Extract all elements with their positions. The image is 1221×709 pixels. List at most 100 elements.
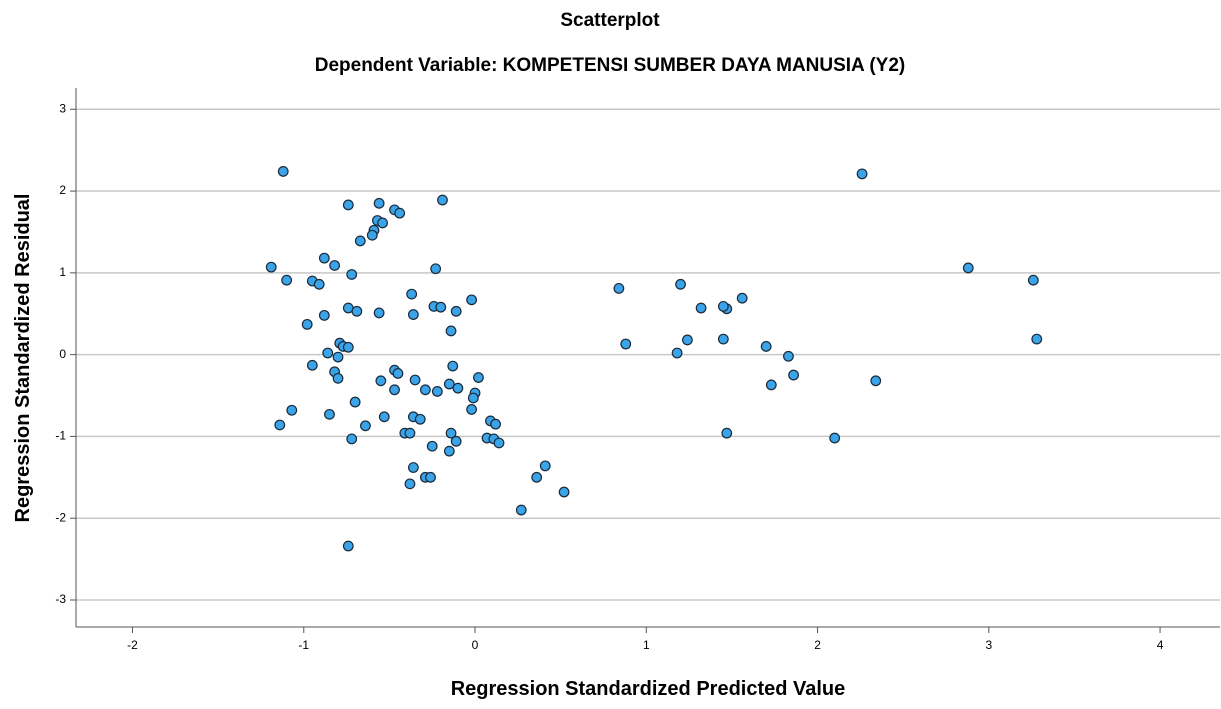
y-tick-label: 2 bbox=[59, 183, 66, 197]
x-tick-label: -1 bbox=[298, 638, 309, 652]
point bbox=[324, 408, 335, 420]
point bbox=[447, 360, 459, 372]
point bbox=[437, 194, 448, 206]
point bbox=[346, 269, 358, 280]
point bbox=[452, 382, 464, 394]
point bbox=[1031, 333, 1043, 345]
x-tick-label: 3 bbox=[985, 638, 992, 652]
point bbox=[721, 427, 733, 439]
point bbox=[962, 262, 974, 274]
point bbox=[558, 486, 570, 498]
point bbox=[736, 292, 748, 304]
point bbox=[377, 217, 388, 229]
y-tick-label: 3 bbox=[59, 101, 66, 115]
point bbox=[378, 411, 390, 423]
point bbox=[870, 375, 882, 387]
point bbox=[342, 540, 354, 552]
point bbox=[329, 260, 340, 271]
point bbox=[366, 229, 378, 241]
point bbox=[856, 168, 868, 180]
point bbox=[425, 471, 436, 483]
x-tick-label: 2 bbox=[814, 638, 821, 652]
point bbox=[675, 278, 686, 290]
point bbox=[443, 378, 455, 390]
x-tick-label: 1 bbox=[643, 638, 650, 652]
point bbox=[435, 301, 447, 313]
point bbox=[277, 166, 289, 177]
point bbox=[1027, 274, 1039, 286]
point bbox=[394, 207, 406, 219]
point bbox=[613, 282, 625, 294]
y-axis-label: Regression Standardized Residual bbox=[12, 194, 34, 523]
point bbox=[450, 305, 462, 317]
point bbox=[531, 471, 543, 483]
point bbox=[332, 351, 344, 363]
point bbox=[322, 347, 334, 359]
point bbox=[301, 318, 313, 330]
chart-title: Scatterplot bbox=[560, 10, 660, 31]
point bbox=[445, 325, 457, 337]
point bbox=[419, 384, 431, 396]
point bbox=[286, 404, 298, 416]
y-tick-label: -3 bbox=[55, 592, 66, 606]
point bbox=[414, 413, 426, 425]
point bbox=[392, 368, 404, 379]
point bbox=[375, 375, 387, 387]
point bbox=[373, 197, 385, 209]
point bbox=[332, 372, 344, 384]
point bbox=[717, 300, 729, 312]
y-tick-label: 0 bbox=[59, 347, 66, 361]
point bbox=[466, 294, 478, 306]
point bbox=[346, 433, 358, 445]
y-tick-label: -2 bbox=[55, 510, 66, 524]
point bbox=[404, 478, 416, 490]
point bbox=[360, 420, 371, 432]
point bbox=[695, 302, 707, 314]
point bbox=[342, 341, 354, 353]
x-tick-label: -2 bbox=[127, 638, 138, 652]
point bbox=[313, 278, 325, 290]
point bbox=[342, 199, 354, 211]
point bbox=[409, 374, 421, 386]
point bbox=[406, 288, 418, 300]
point bbox=[450, 435, 462, 447]
point bbox=[765, 379, 777, 391]
point bbox=[539, 460, 551, 472]
point bbox=[467, 392, 479, 404]
point bbox=[493, 437, 505, 449]
point bbox=[490, 418, 501, 430]
point bbox=[466, 404, 478, 415]
point bbox=[681, 334, 693, 346]
chart-subtitle: Dependent Variable: KOMPETENSI SUMBER DA… bbox=[315, 55, 906, 76]
point bbox=[407, 309, 419, 320]
y-tick-label: -1 bbox=[55, 429, 66, 443]
point bbox=[265, 261, 277, 273]
x-tick-label: 4 bbox=[1157, 638, 1164, 652]
point bbox=[783, 350, 794, 362]
point bbox=[443, 445, 455, 457]
point bbox=[473, 372, 484, 383]
point bbox=[373, 307, 385, 319]
point bbox=[829, 432, 841, 444]
point bbox=[620, 338, 632, 350]
point bbox=[760, 341, 772, 352]
point bbox=[354, 235, 366, 247]
point bbox=[515, 504, 527, 516]
x-axis-label: Regression Standardized Predicted Value bbox=[451, 678, 846, 700]
point bbox=[788, 369, 799, 381]
point bbox=[404, 427, 416, 439]
point bbox=[389, 384, 400, 396]
point bbox=[274, 419, 286, 431]
point bbox=[426, 440, 438, 452]
x-tick-label: 0 bbox=[472, 638, 479, 652]
point bbox=[281, 274, 293, 286]
point bbox=[671, 347, 683, 359]
y-tick-label: 1 bbox=[59, 265, 66, 279]
point bbox=[351, 305, 363, 317]
point bbox=[407, 462, 419, 473]
point bbox=[430, 263, 442, 275]
point bbox=[318, 309, 330, 321]
point bbox=[431, 386, 443, 397]
point bbox=[349, 396, 361, 408]
